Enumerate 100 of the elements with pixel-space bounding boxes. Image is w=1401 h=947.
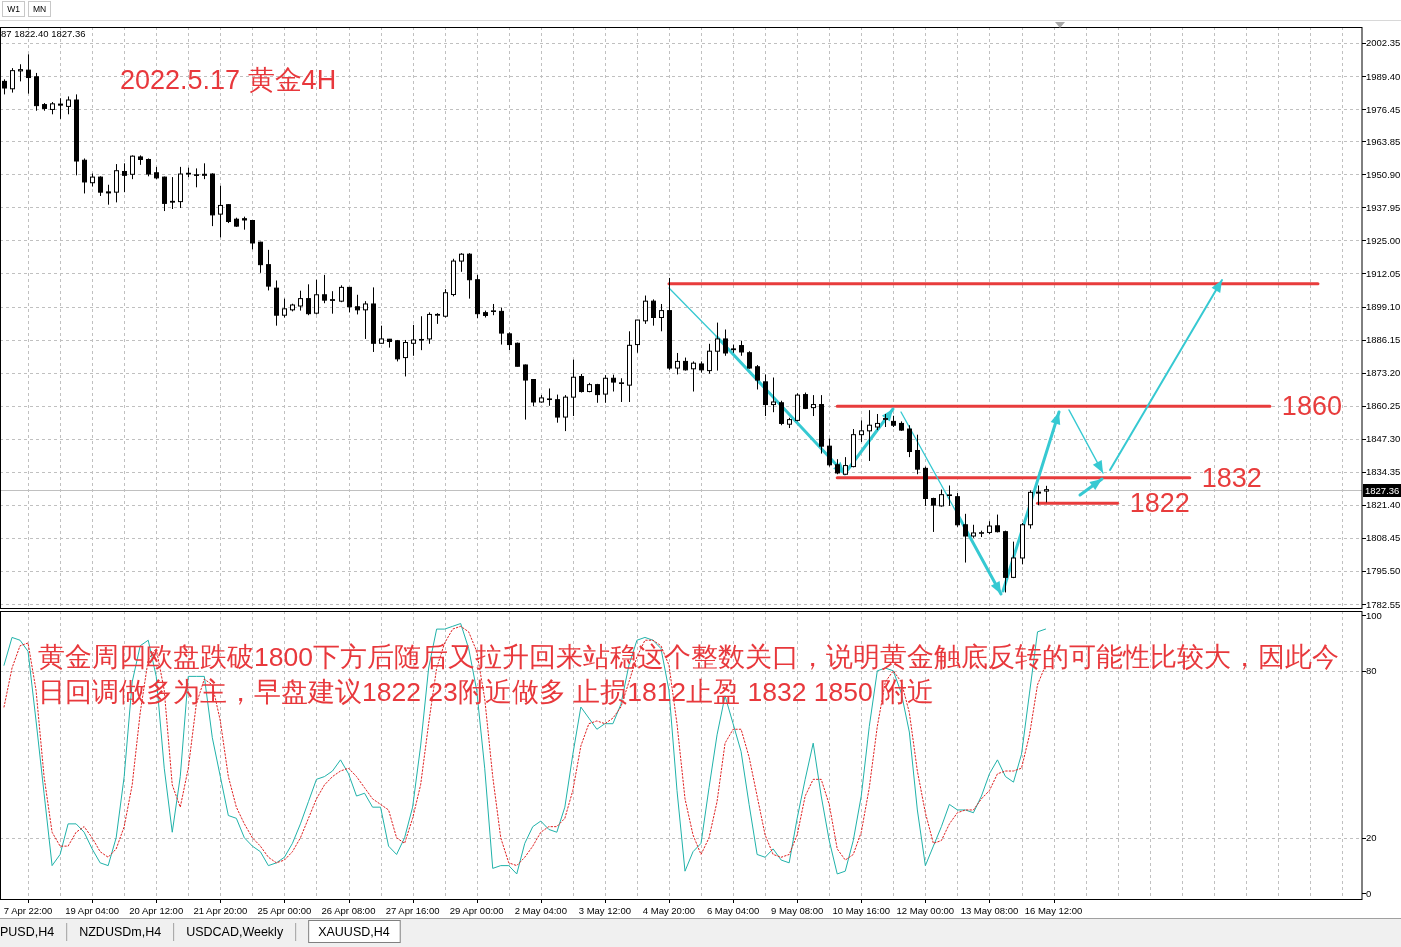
y-tick-label: 1834.35 [1366, 466, 1401, 478]
candlestick [226, 203, 231, 224]
candlestick [363, 300, 368, 340]
x-tick-label: 20 Apr 12:00 [129, 904, 184, 916]
candlestick [947, 484, 952, 507]
y-tick-label: 1886.15 [1366, 334, 1401, 346]
candlestick [347, 286, 352, 313]
candlestick [555, 394, 560, 424]
series-label: 1832 [1201, 462, 1262, 493]
x-tick-label: 7 Apr 22:00 [3, 904, 53, 916]
candlestick [1036, 484, 1041, 506]
candlestick [531, 378, 536, 407]
candlestick [379, 325, 384, 345]
y-tick-label: 80 [1366, 665, 1377, 677]
candlestick [715, 322, 720, 372]
candlestick [330, 290, 335, 315]
y-tick-label: 1860.25 [1366, 400, 1401, 412]
y-tick-label: 1808.45 [1366, 532, 1401, 544]
candlestick [659, 303, 664, 332]
text: 2022.5.17 黄金4H [120, 65, 337, 95]
candlestick [811, 394, 816, 417]
candlestick [250, 219, 255, 250]
y-tick-label: 2002.35 [1366, 37, 1401, 49]
x-tick-label: 21 Apr 20:00 [193, 904, 248, 916]
candlestick [563, 394, 568, 432]
y-tick-label: 1821.40 [1366, 499, 1401, 511]
annotation: 87 1822.40 1827.36 [1, 27, 86, 39]
x-tick-label: 25 Apr 00:00 [257, 904, 312, 916]
candlestick [603, 374, 608, 404]
candlestick [571, 359, 576, 417]
y-tick-label: 1937.95 [1366, 201, 1401, 213]
candlestick [651, 298, 656, 327]
candlestick [691, 360, 696, 393]
x-tick-label: 16 May 12:00 [1024, 904, 1083, 916]
candlestick [443, 288, 448, 318]
candlestick [26, 53, 31, 95]
x-tick-label: 4 May 20:00 [642, 904, 696, 916]
candlestick [827, 438, 832, 468]
x-tick-label: 3 May 12:00 [578, 904, 632, 916]
candlestick [355, 294, 360, 315]
candlestick [98, 175, 103, 197]
candlestick [258, 241, 263, 274]
x-tick-label: 9 May 08:00 [771, 904, 824, 916]
candlestick [306, 283, 311, 316]
candlestick [619, 377, 624, 403]
candlestick [459, 252, 464, 273]
candlestick [130, 154, 135, 180]
candlestick [194, 167, 199, 188]
candlestick [723, 329, 728, 357]
candlestick [859, 419, 864, 443]
candlestick [322, 274, 327, 304]
candlestick [106, 184, 111, 206]
candlestick [82, 157, 87, 194]
y-tick-label: 1847.30 [1366, 433, 1401, 445]
candlestick [755, 364, 760, 390]
candlestick [122, 162, 127, 193]
x-tick-label: 26 Apr 08:00 [321, 904, 376, 916]
text: XAUUSD,H4 [318, 925, 390, 939]
candlestick [547, 387, 552, 407]
candlestick [643, 295, 648, 325]
candlestick [675, 352, 680, 375]
y-tick-label: 1925.00 [1366, 234, 1401, 246]
candlestick [771, 376, 776, 413]
x-tick-label: 6 May 04:00 [706, 904, 760, 916]
candlestick [867, 409, 872, 462]
candlestick [10, 67, 15, 94]
x-tick-label: 2 May 04:00 [514, 904, 567, 916]
text: NZDUSDm,H4 [79, 925, 162, 939]
y-tick-label: 100 [1366, 609, 1382, 621]
y-tick-label: 1782.55 [1366, 598, 1401, 610]
candlestick [1011, 541, 1016, 579]
y-tick-label: 1912.05 [1366, 267, 1401, 279]
candlestick [218, 185, 223, 238]
candlestick [403, 339, 408, 377]
candlestick [523, 363, 528, 421]
candlestick [58, 97, 63, 120]
x-tick-label: 29 Apr 00:00 [449, 904, 504, 916]
x-tick-label: 13 May 08:00 [960, 904, 1019, 916]
y-tick-label: 20 [1366, 832, 1377, 844]
candlestick [763, 373, 768, 417]
series-label: 1860 [1281, 391, 1342, 422]
series-label: 1822 [1129, 488, 1190, 519]
candlestick [915, 434, 920, 475]
candlestick [114, 163, 119, 203]
candlestick [707, 343, 712, 375]
y-tick-label: 1989.40 [1366, 70, 1401, 82]
candlestick [411, 324, 416, 357]
y-tick-label: 1899.10 [1366, 301, 1401, 313]
y-tick-label: 1795.50 [1366, 565, 1401, 577]
text: W1 [7, 4, 21, 14]
y-tick-label: 1963.85 [1366, 135, 1401, 147]
candlestick [419, 315, 424, 351]
text: PUSD,H4 [0, 925, 55, 939]
x-tick-label: 27 Apr 16:00 [385, 904, 440, 916]
candlestick [931, 497, 936, 533]
candlestick [266, 249, 271, 291]
ref-line-label: 1827.36 [1365, 485, 1400, 496]
candlestick [298, 290, 303, 312]
candlestick [907, 424, 912, 458]
candlestick [170, 176, 175, 210]
